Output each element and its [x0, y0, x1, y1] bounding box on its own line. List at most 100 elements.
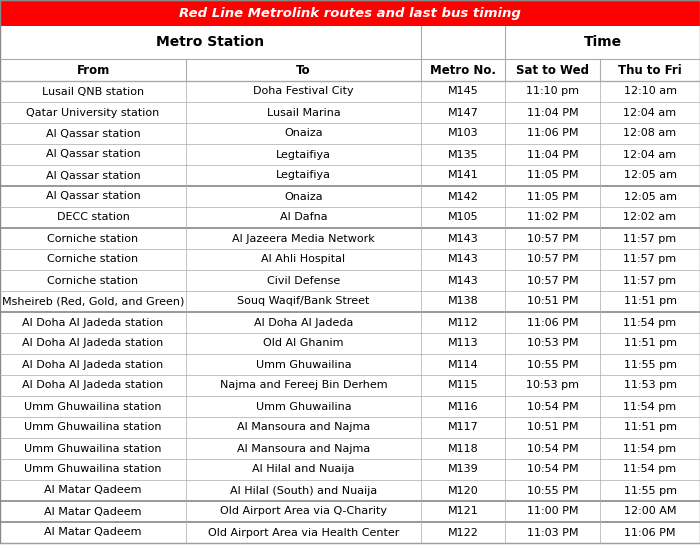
Text: M116: M116	[448, 402, 478, 412]
Text: Al Dafna: Al Dafna	[280, 213, 328, 223]
Text: Al Mansoura and Najma: Al Mansoura and Najma	[237, 423, 370, 433]
Bar	[0, 501, 700, 522]
Text: Civil Defense: Civil Defense	[267, 275, 340, 285]
Text: 12:04 am: 12:04 am	[624, 150, 677, 160]
Text: 11:05 PM: 11:05 PM	[526, 192, 578, 202]
Text: Al Matar Qadeem: Al Matar Qadeem	[44, 506, 141, 516]
Text: Al Doha Al Jadeda station: Al Doha Al Jadeda station	[22, 360, 164, 370]
Text: 11:53 pm: 11:53 pm	[624, 381, 676, 391]
Text: 11:57 pm: 11:57 pm	[624, 275, 677, 285]
Bar	[0, 291, 700, 312]
Text: 10:57 PM: 10:57 PM	[526, 275, 578, 285]
Bar	[0, 375, 700, 396]
Text: 11:51 pm: 11:51 pm	[624, 338, 676, 348]
Text: Umm Ghuwailina: Umm Ghuwailina	[256, 402, 351, 412]
Text: 11:04 PM: 11:04 PM	[526, 150, 578, 160]
Text: 11:54 pm: 11:54 pm	[624, 464, 677, 474]
Bar	[0, 417, 700, 438]
Text: Sat to Wed: Sat to Wed	[516, 64, 589, 76]
Text: Al Qassar station: Al Qassar station	[46, 129, 141, 138]
Text: Al Ahli Hospital: Al Ahli Hospital	[261, 254, 346, 264]
Text: M120: M120	[447, 485, 478, 495]
Bar	[0, 459, 700, 480]
Text: 12:05 am: 12:05 am	[624, 192, 676, 202]
Text: M122: M122	[447, 527, 478, 537]
Text: 11:03 PM: 11:03 PM	[526, 527, 578, 537]
Text: Souq Waqif/Bank Street: Souq Waqif/Bank Street	[237, 296, 370, 306]
Text: Onaiza: Onaiza	[284, 192, 323, 202]
Text: 11:00 PM: 11:00 PM	[526, 506, 578, 516]
Text: Corniche station: Corniche station	[48, 254, 139, 264]
Text: 11:05 PM: 11:05 PM	[526, 171, 578, 181]
Text: Al Hilal (South) and Nuaija: Al Hilal (South) and Nuaija	[230, 485, 377, 495]
Text: 11:54 pm: 11:54 pm	[624, 402, 677, 412]
Text: Time: Time	[583, 35, 622, 49]
Text: M143: M143	[447, 254, 478, 264]
Text: From: From	[76, 64, 110, 76]
Text: 11:54 pm: 11:54 pm	[624, 317, 677, 327]
Bar	[0, 165, 700, 186]
Bar	[0, 312, 700, 333]
Text: 11:10 pm: 11:10 pm	[526, 86, 579, 96]
Text: Lusail Marina: Lusail Marina	[267, 107, 340, 117]
Text: 11:55 pm: 11:55 pm	[624, 360, 676, 370]
Text: Doha Festival City: Doha Festival City	[253, 86, 354, 96]
Bar	[0, 0, 700, 26]
Text: Metro No.: Metro No.	[430, 64, 496, 76]
Bar	[0, 522, 700, 543]
Text: Corniche station: Corniche station	[48, 275, 139, 285]
Text: Corniche station: Corniche station	[48, 233, 139, 244]
Text: Al Mansoura and Najma: Al Mansoura and Najma	[237, 444, 370, 454]
Text: 10:55 PM: 10:55 PM	[526, 360, 578, 370]
Text: Al Qassar station: Al Qassar station	[46, 150, 141, 160]
Text: Old Airport Area via Health Center: Old Airport Area via Health Center	[208, 527, 399, 537]
Text: 12:08 am: 12:08 am	[624, 129, 677, 138]
Text: 11:04 PM: 11:04 PM	[526, 107, 578, 117]
Bar	[0, 26, 700, 59]
Bar	[0, 228, 700, 249]
Bar	[0, 186, 700, 207]
Text: M103: M103	[448, 129, 478, 138]
Text: 11:51 pm: 11:51 pm	[624, 423, 676, 433]
Text: Qatar University station: Qatar University station	[27, 107, 160, 117]
Text: 10:53 pm: 10:53 pm	[526, 381, 579, 391]
Text: M143: M143	[447, 233, 478, 244]
Text: 11:02 PM: 11:02 PM	[526, 213, 578, 223]
Text: 10:54 PM: 10:54 PM	[526, 464, 578, 474]
Text: 11:51 pm: 11:51 pm	[624, 296, 676, 306]
Text: Thu to Fri: Thu to Fri	[618, 64, 682, 76]
Text: Old Airport Area via Q-Charity: Old Airport Area via Q-Charity	[220, 506, 387, 516]
Text: 11:55 pm: 11:55 pm	[624, 485, 676, 495]
Text: M114: M114	[447, 360, 478, 370]
Text: M112: M112	[447, 317, 478, 327]
Text: Al Jazeera Media Network: Al Jazeera Media Network	[232, 233, 375, 244]
Text: 12:05 am: 12:05 am	[624, 171, 676, 181]
Bar	[0, 249, 700, 270]
Text: 10:54 PM: 10:54 PM	[526, 402, 578, 412]
Text: 12:10 am: 12:10 am	[624, 86, 676, 96]
Bar	[0, 354, 700, 375]
Text: M121: M121	[447, 506, 478, 516]
Bar	[0, 270, 700, 291]
Bar	[0, 144, 700, 165]
Text: M143: M143	[447, 275, 478, 285]
Bar	[0, 81, 700, 102]
Bar	[0, 438, 700, 459]
Text: M147: M147	[447, 107, 478, 117]
Text: Msheireb (Red, Gold, and Green): Msheireb (Red, Gold, and Green)	[2, 296, 184, 306]
Text: Al Doha Al Jadeda station: Al Doha Al Jadeda station	[22, 381, 164, 391]
Text: M105: M105	[448, 213, 478, 223]
Bar	[0, 480, 700, 501]
Text: M145: M145	[447, 86, 478, 96]
Text: M142: M142	[447, 192, 478, 202]
Text: 12:04 am: 12:04 am	[624, 107, 677, 117]
Text: 11:57 pm: 11:57 pm	[624, 254, 677, 264]
Text: Al Doha Al Jadeda station: Al Doha Al Jadeda station	[22, 317, 164, 327]
Text: Metro Station: Metro Station	[156, 35, 265, 49]
Bar	[0, 333, 700, 354]
Text: 10:55 PM: 10:55 PM	[526, 485, 578, 495]
Text: Legtaifiya: Legtaifiya	[276, 150, 331, 160]
Text: Al Doha Al Jadeda station: Al Doha Al Jadeda station	[22, 338, 164, 348]
Bar	[0, 123, 700, 144]
Text: M118: M118	[447, 444, 478, 454]
